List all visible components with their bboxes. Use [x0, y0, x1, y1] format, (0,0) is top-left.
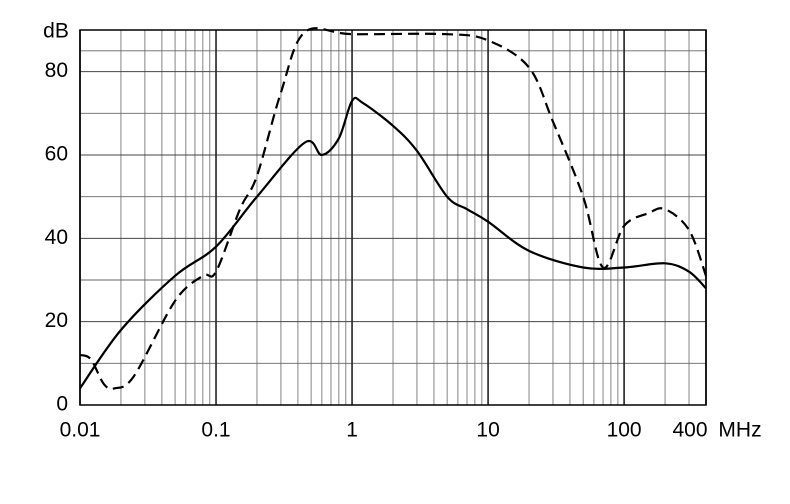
- x-tick-label: 1: [346, 419, 358, 442]
- x-tick-label: 0.01: [60, 419, 101, 442]
- y-tick-label: 20: [45, 309, 68, 332]
- x-tick-label: 100: [607, 419, 642, 442]
- plot-frame: [79, 29, 707, 406]
- y-tick-label: 40: [45, 226, 68, 249]
- y-tick-label: 80: [45, 59, 68, 82]
- y-tick-label: 0: [56, 393, 68, 416]
- y-tick-label: 60: [45, 143, 68, 166]
- x-tick-label: 400: [672, 419, 707, 442]
- x-tick-label: 0.1: [201, 419, 230, 442]
- data-line: [79, 27, 708, 391]
- y-axis-label: dB: [43, 20, 69, 43]
- x-axis-label: MHz: [718, 419, 761, 442]
- x-tick-label: 10: [476, 419, 499, 442]
- data-line: [79, 96, 707, 389]
